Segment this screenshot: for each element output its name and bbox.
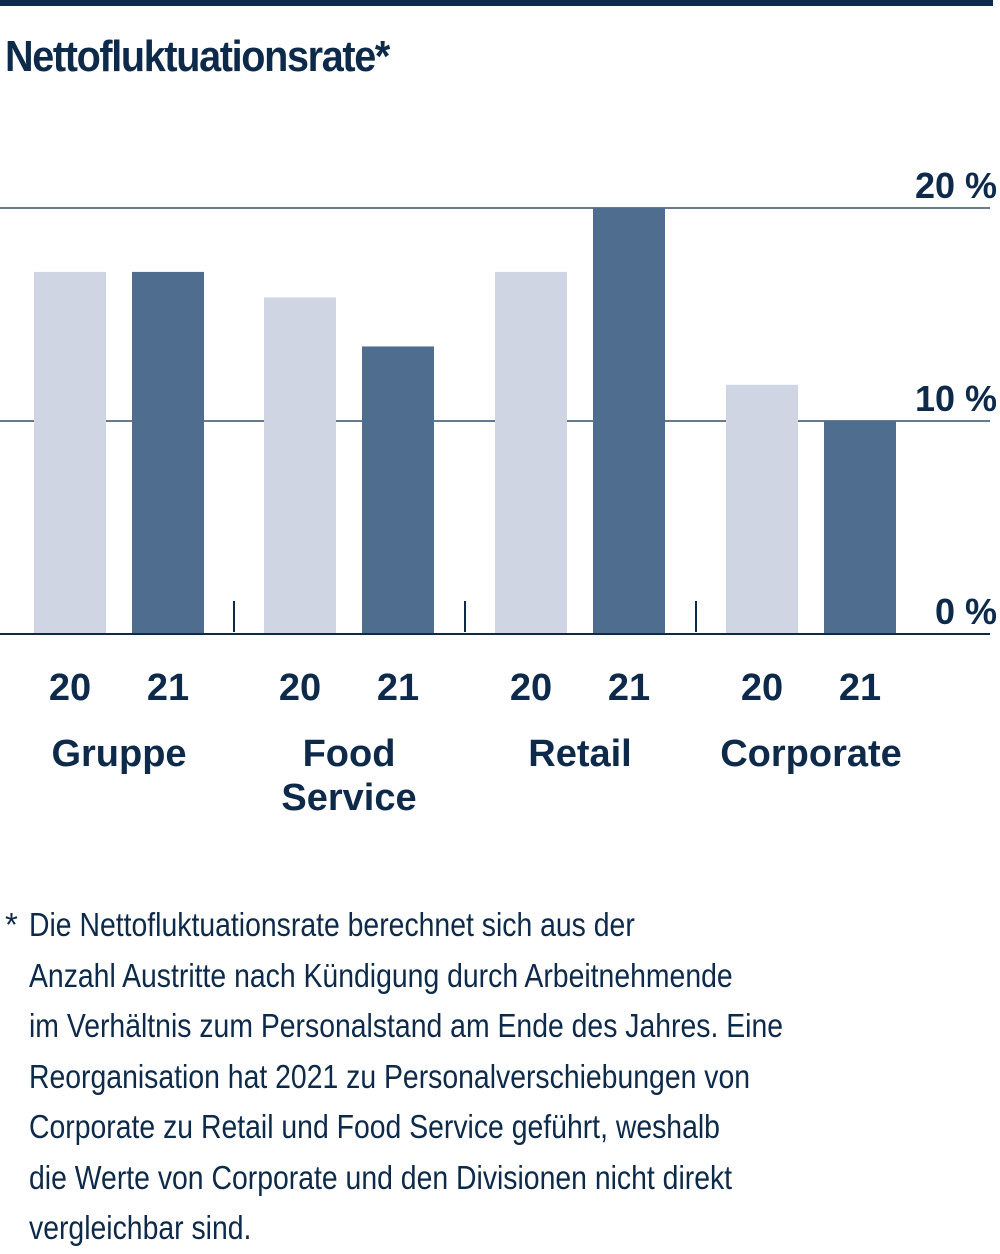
year-label-corporate-21: 21 — [839, 667, 881, 709]
year-label-retail-20: 20 — [510, 667, 552, 709]
footnote-marker: * — [5, 906, 18, 943]
year-label-gruppe-20: 20 — [49, 667, 91, 709]
chart-title: Nettofluktuationsrate* — [5, 32, 390, 81]
year-label-retail-21: 21 — [608, 667, 650, 709]
tick-label-0: 0 % — [935, 591, 997, 632]
year-label-corporate-20: 20 — [741, 667, 783, 709]
footnote: * Die Nettofluktuationsrate berechnet si… — [5, 900, 995, 1254]
top-rule — [0, 0, 993, 6]
labels: 0 % 10 % 20 % 20 21 Gruppe 20 21 Food Service 20 21… — [49, 165, 997, 819]
footnote-text: Die Nettofluktuationsrate berechnet sich… — [29, 906, 784, 1246]
bar-gruppe-20 — [34, 271, 106, 634]
bar-retail-21 — [593, 208, 665, 634]
bar-food-service-21 — [362, 346, 434, 634]
year-label-gruppe-21: 21 — [147, 667, 189, 709]
bar-corporate-21 — [824, 421, 896, 634]
axis — [0, 601, 990, 635]
tick-label-10: 10 % — [915, 378, 997, 419]
bar-food-service-20 — [264, 297, 336, 634]
group-label-gruppe: Gruppe — [51, 733, 186, 775]
tick-label-20: 20 % — [915, 165, 997, 206]
group-label-retail: Retail — [528, 733, 631, 775]
year-label-food-service-21: 21 — [377, 667, 419, 709]
bar-corporate-20 — [726, 384, 798, 634]
bar-gruppe-21 — [132, 271, 204, 634]
group-label-corporate: Corporate — [720, 733, 902, 775]
bar-retail-20 — [495, 271, 567, 634]
year-label-food-service-20: 20 — [279, 667, 321, 709]
group-label-food-service: Food Service — [281, 733, 416, 819]
bars — [34, 208, 896, 634]
bar-chart: 0 % 10 % 20 % 20 21 Gruppe 20 21 Food Service 20 21… — [0, 165, 997, 819]
